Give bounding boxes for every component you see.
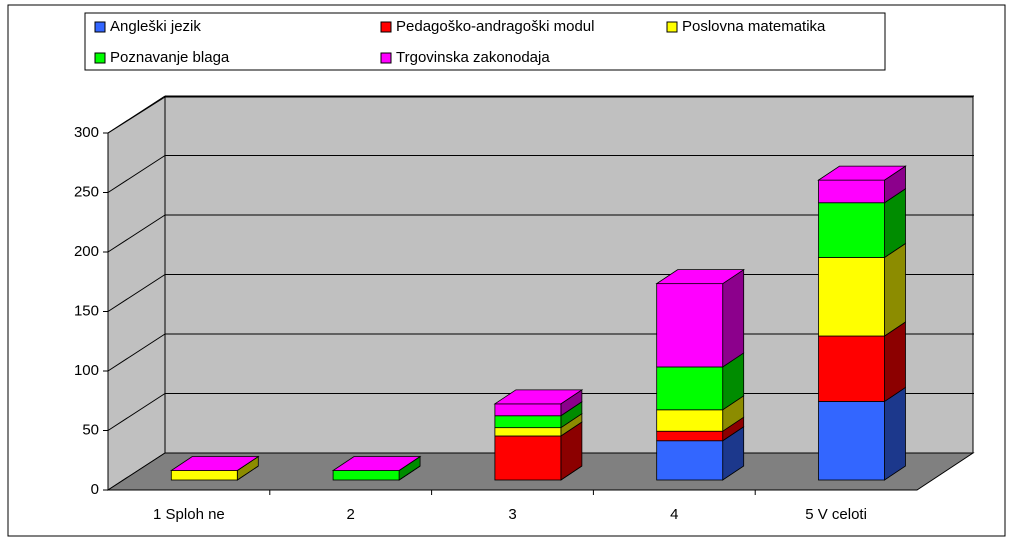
legend-swatch xyxy=(94,21,106,33)
legend-label: Angleški jezik xyxy=(110,18,201,35)
bar xyxy=(818,257,885,337)
grid-line xyxy=(107,393,166,431)
legend-label: Poslovna matematika xyxy=(682,18,826,35)
bar xyxy=(818,202,885,258)
y-tick-label: 200 xyxy=(74,243,99,260)
y-tick-label: 250 xyxy=(74,183,99,200)
x-tick-label: 4 xyxy=(670,506,678,523)
bar-top xyxy=(817,165,907,181)
bar xyxy=(656,440,724,481)
bar xyxy=(656,366,724,411)
y-tick-label: 50 xyxy=(82,421,99,438)
bar xyxy=(332,470,400,481)
legend-label: Trgovinska zakonodaja xyxy=(396,49,550,66)
bar-top xyxy=(493,389,584,405)
grid-line xyxy=(107,274,166,312)
legend-swatch xyxy=(666,21,678,33)
bar xyxy=(494,415,562,429)
y-tick-label: 0 xyxy=(91,481,99,498)
bar xyxy=(170,470,238,481)
y-tick-label: 100 xyxy=(74,362,99,379)
legend-swatch xyxy=(94,52,106,64)
bar xyxy=(656,283,724,368)
x-tick-label: 1 Sploh ne xyxy=(153,506,225,523)
legend-swatch xyxy=(380,52,392,64)
bar xyxy=(818,401,885,481)
bar-side xyxy=(722,268,745,368)
x-tick-label: 5 V celoti xyxy=(805,506,867,523)
bar xyxy=(818,179,885,204)
bar xyxy=(494,403,562,417)
legend-label: Poznavanje blaga xyxy=(110,49,230,66)
x-tick-label: 2 xyxy=(347,506,355,523)
legend-label: Pedagoško-andragoški modul xyxy=(396,18,594,35)
bar-top xyxy=(331,456,422,471)
grid-line xyxy=(107,95,166,134)
bar xyxy=(656,430,724,442)
bar xyxy=(494,427,562,437)
x-tick-label: 3 xyxy=(508,506,516,523)
bar-side xyxy=(884,386,906,481)
bar-top xyxy=(169,456,260,471)
legend-swatch xyxy=(380,21,392,33)
grid-line xyxy=(107,155,166,193)
y-tick-label: 300 xyxy=(74,124,99,141)
bar xyxy=(494,435,562,481)
y-tick-label: 150 xyxy=(74,302,99,319)
legend xyxy=(84,12,886,71)
grid-line xyxy=(107,333,166,372)
bar-top xyxy=(655,269,746,285)
bar-side xyxy=(884,242,906,337)
grid-line xyxy=(107,214,166,253)
bar xyxy=(818,335,885,402)
bar xyxy=(656,409,724,432)
